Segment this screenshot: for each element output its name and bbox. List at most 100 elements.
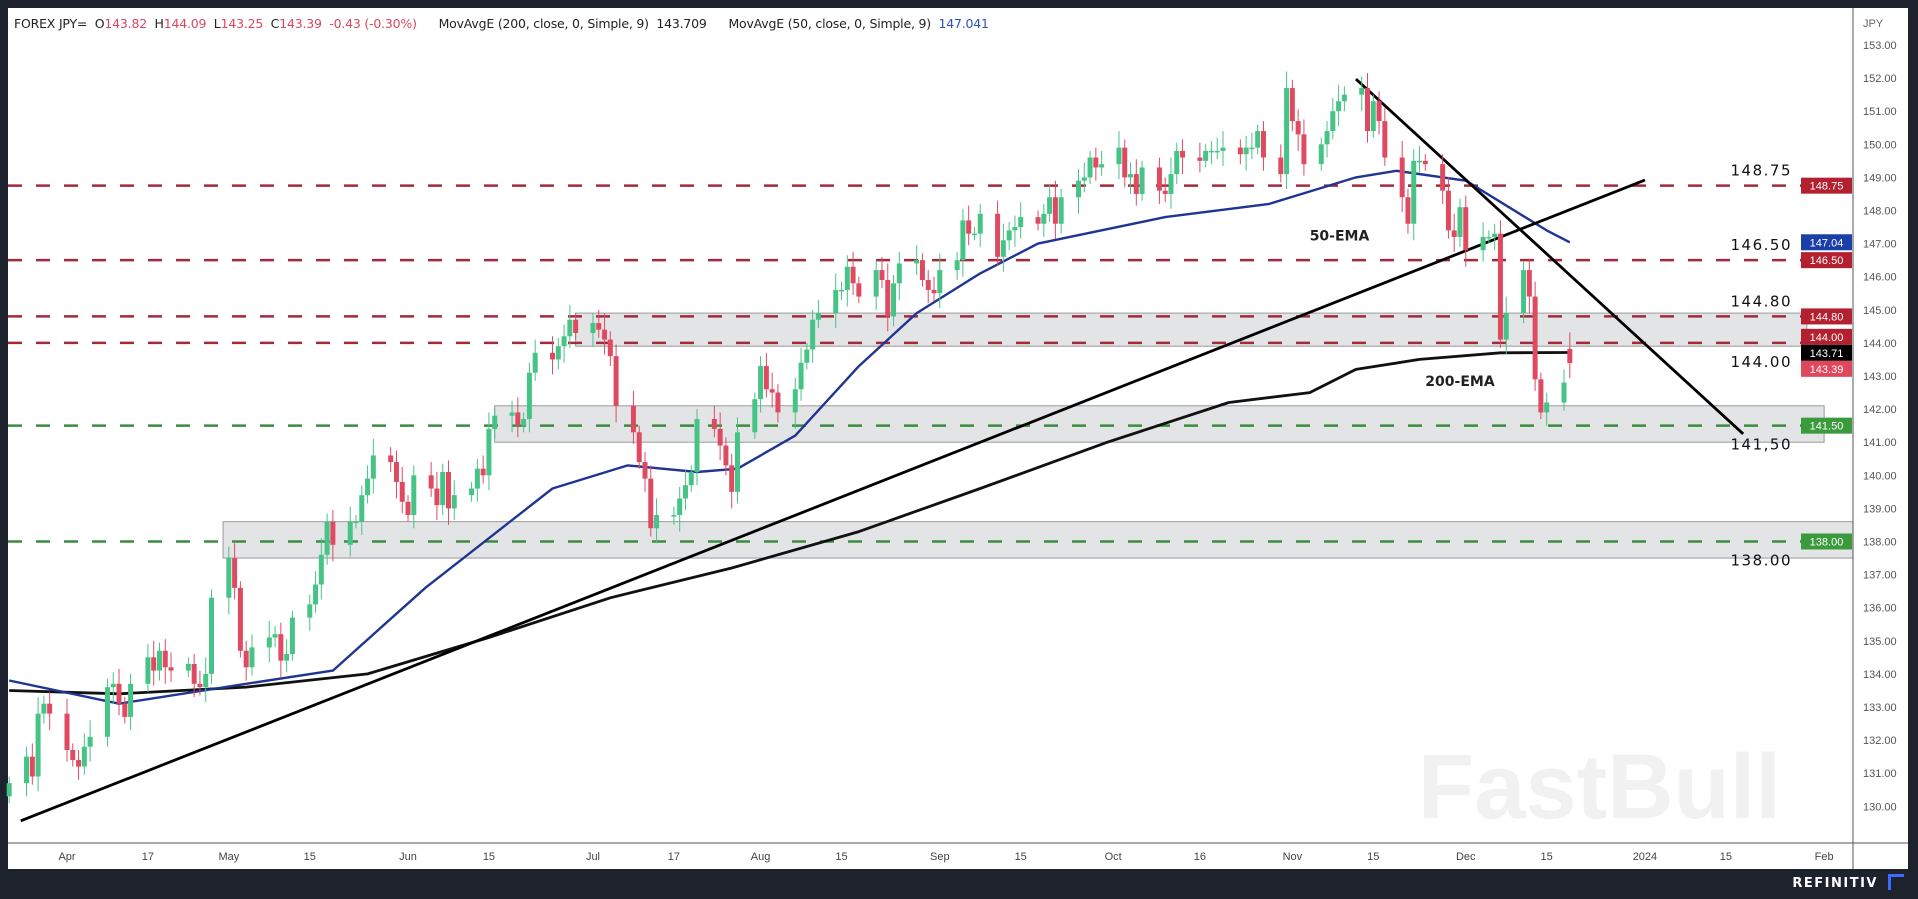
candle-body: [70, 750, 76, 760]
candle-body: [931, 289, 937, 294]
candle-body: [24, 756, 30, 784]
level-label: 148.75: [1731, 162, 1793, 180]
candle-body: [1237, 147, 1243, 155]
candle-body: [885, 280, 891, 317]
candle-body: [185, 663, 191, 671]
candle-body: [815, 313, 821, 320]
candle-body: [775, 392, 781, 413]
price-badge: [1801, 360, 1852, 377]
close-value: 143.39: [279, 16, 322, 31]
candle-body: [896, 263, 902, 284]
candle-body: [711, 419, 717, 429]
candle-body: [550, 352, 556, 360]
candle-body: [1480, 236, 1486, 251]
candle-body: [1081, 177, 1087, 181]
zones: [222, 312, 1854, 559]
candle-body: [602, 329, 608, 340]
candle-body: [145, 657, 151, 684]
date-tick-label: Nov: [1283, 851, 1303, 863]
level-label: 138.00: [1731, 552, 1793, 570]
candle-body: [237, 587, 243, 651]
price-axis[interactable]: 130.00 131.00 132.00 133.00 134.00 135.00 136.…: [1863, 40, 1897, 813]
candle-body: [798, 362, 804, 390]
price-badge-label: 144.00: [1810, 332, 1844, 344]
candle-body: [954, 260, 960, 271]
annotations: 50-EMA 200-EMA: [1310, 228, 1495, 390]
candle-body: [1521, 270, 1527, 314]
candle-body: [359, 495, 365, 522]
candle-body: [804, 349, 810, 363]
price-tick-label: 151.00: [1863, 106, 1897, 118]
watermark: FastBull: [1418, 736, 1781, 838]
ma50-label: MovAvgE (50, close, 0, Simple, 9): [728, 16, 931, 31]
price-tick-label: 142.00: [1863, 404, 1897, 416]
candle-body: [1122, 147, 1128, 178]
candle-body: [1417, 160, 1423, 163]
candle-body: [919, 260, 925, 281]
candle-body: [6, 783, 12, 797]
date-tick-label: 2024: [1633, 851, 1657, 863]
symbol: FOREX JPY=: [14, 16, 88, 31]
candle-body: [1382, 121, 1388, 158]
candle-body: [555, 346, 561, 360]
candle-body: [168, 667, 174, 671]
candle-body: [1047, 197, 1053, 214]
candle-body: [729, 465, 735, 492]
price-badge: [1801, 177, 1852, 194]
candle-body: [47, 703, 53, 714]
candle-body: [428, 475, 434, 489]
candle-body: [1035, 217, 1041, 224]
candle-body: [1295, 121, 1301, 135]
candle-body: [1365, 88, 1370, 132]
candle-body: [792, 389, 798, 413]
date-tick-label: Jun: [399, 851, 417, 863]
candle-body: [971, 233, 977, 236]
date-tick-label: 15: [1541, 851, 1553, 863]
candle-body: [1197, 157, 1203, 161]
candle-body: [677, 498, 683, 516]
candle-body: [879, 270, 885, 281]
candle-body: [1174, 150, 1180, 175]
candle-body: [636, 432, 642, 463]
candle-body: [839, 289, 845, 292]
candle-body: [642, 462, 648, 479]
candle-body: [1284, 88, 1290, 175]
candle-body: [156, 650, 162, 671]
level-label: 144.00: [1731, 353, 1793, 371]
price-tick-label: 145.00: [1863, 305, 1897, 317]
candle-body: [596, 323, 602, 330]
candle-body: [1058, 197, 1064, 224]
candle-body: [1463, 207, 1469, 251]
candle-body: [573, 319, 579, 333]
price-tick-label: 152.00: [1863, 73, 1897, 85]
candle-body: [1076, 180, 1081, 198]
candle-body: [347, 521, 353, 545]
price-tick-label: 135.00: [1863, 636, 1897, 648]
candle-body: [995, 213, 1001, 257]
candle-body: [81, 746, 87, 767]
candle-body: [1255, 131, 1261, 148]
ema-annotation: 200-EMA: [1425, 374, 1495, 390]
candle-body: [717, 428, 723, 446]
date-tick-label: 15: [483, 851, 495, 863]
price-tick-label: 132.00: [1863, 735, 1897, 747]
candle-body: [1289, 88, 1295, 122]
price-badge-label: 143.71: [1810, 348, 1844, 360]
candle-body: [1370, 101, 1376, 132]
candle-body: [1336, 101, 1342, 112]
candle-body: [1411, 160, 1417, 224]
candle-body: [151, 657, 157, 671]
date-axis[interactable]: Apr 17 May 15 Jun 15 Jul 17 Aug 15 Sep 15 Oct 16 Nov 15…: [58, 851, 1833, 863]
trendlines: [20, 78, 1745, 823]
candle-body: [960, 220, 966, 261]
candle-body: [1503, 313, 1509, 340]
date-tick-label: Jul: [586, 851, 600, 863]
price-tick-label: 147.00: [1863, 239, 1897, 251]
candle-body: [682, 485, 688, 499]
candle-body: [1440, 164, 1446, 191]
candle-body: [1249, 147, 1255, 150]
refinitiv-logo-icon: [1888, 874, 1904, 890]
candle-body: [1526, 270, 1532, 297]
candle-body: [914, 260, 920, 264]
